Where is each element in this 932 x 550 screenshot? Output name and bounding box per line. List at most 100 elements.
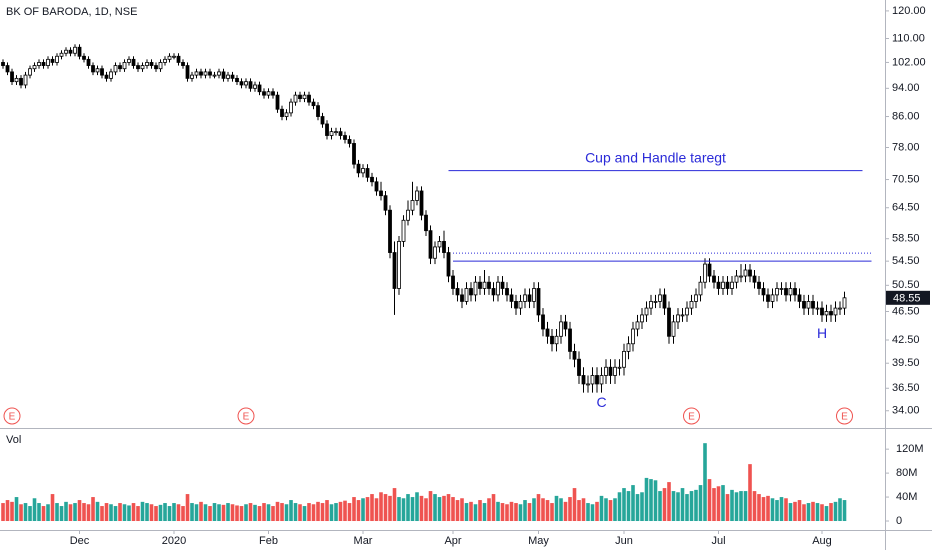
volume-bar [131, 503, 136, 522]
candle-body [293, 94, 298, 103]
volume-bar [257, 506, 262, 522]
candle-body [307, 94, 311, 103]
candle-body [685, 307, 689, 316]
candle-body [806, 301, 811, 309]
candle-body [230, 74, 235, 79]
candle-body [460, 294, 464, 302]
volume-bar [815, 503, 820, 522]
candle-body [212, 74, 217, 77]
candle-body [568, 328, 572, 352]
volume-bar [100, 506, 104, 522]
earnings-marker [683, 407, 701, 425]
volume-bar [10, 501, 14, 522]
candle-body [469, 288, 473, 296]
volume-bar [545, 500, 550, 522]
x-tick-label: Feb [259, 535, 278, 547]
volume-bar [505, 504, 509, 522]
volume-bar [640, 492, 644, 522]
candle-body [671, 321, 676, 337]
volume-bar [163, 503, 167, 522]
candle-body [275, 94, 280, 110]
candle-body [334, 131, 338, 134]
candle-body [122, 62, 127, 70]
candle-body [203, 71, 208, 76]
candle-body [455, 288, 460, 296]
volume-bar [167, 506, 172, 522]
volume-bar [743, 491, 748, 522]
volume-bar [698, 485, 703, 522]
candle-body [779, 288, 784, 290]
volume-bar [118, 503, 122, 522]
candle-body [527, 294, 532, 302]
candle-body [410, 200, 415, 211]
candle-body [10, 71, 14, 83]
candle-body [320, 116, 325, 125]
y-tick-label: 58.50 [892, 233, 920, 245]
candle-body [347, 139, 352, 144]
candle-body [572, 350, 577, 360]
candle-body [766, 294, 770, 302]
candle-body [298, 94, 302, 100]
x-tick-label: Aug [812, 535, 832, 547]
volume-bar [748, 464, 752, 522]
candle-body [208, 71, 212, 76]
candle-body [739, 275, 743, 278]
x-tick-label: Jul [711, 535, 725, 547]
candle-body [770, 294, 775, 302]
volume-bar [230, 504, 235, 522]
candle-body [716, 281, 721, 289]
volume-bar [667, 482, 671, 522]
earnings-label: E [841, 412, 848, 423]
volume-tick-label: 0 [896, 515, 902, 527]
candle-body [446, 252, 451, 277]
volume-bar [140, 501, 145, 522]
candle-body [374, 181, 379, 192]
volume-bar [523, 500, 527, 522]
y-tick-label: 42.50 [892, 334, 920, 346]
volume-bar [181, 506, 185, 522]
volume-bar [577, 500, 581, 522]
volume-tick-label: 80M [896, 467, 917, 479]
volume-bar [604, 498, 608, 522]
volume-bar [145, 503, 149, 522]
volume-bar [361, 498, 365, 522]
volume-bar [338, 501, 343, 522]
volume-bar [248, 503, 253, 522]
volume-bar [500, 503, 505, 522]
candle-body [518, 301, 523, 309]
candle-body [82, 55, 86, 60]
volume-bar [568, 497, 572, 522]
x-tick-label: Apr [444, 535, 461, 547]
volume-bar [149, 504, 154, 522]
volume-tick-label: 40M [896, 491, 917, 503]
candle-body [505, 288, 509, 296]
volume-bar [802, 504, 806, 522]
volume-bar [284, 504, 289, 522]
candle-body [842, 297, 847, 309]
volume-bar [658, 491, 662, 522]
candle-body [473, 281, 478, 296]
candle-body [608, 366, 613, 376]
candle-body [554, 335, 559, 345]
candle-body [149, 62, 154, 66]
candle-body [676, 314, 680, 323]
volume-bar [464, 503, 469, 522]
volume-bar [766, 495, 770, 522]
candle-body [599, 375, 604, 385]
y-tick-label: 110.00 [892, 32, 925, 44]
volume-bar [343, 500, 347, 522]
candle-body [541, 314, 545, 330]
candle-body [797, 294, 802, 302]
volume-bar [730, 489, 734, 522]
candle-body [451, 275, 455, 289]
volume-bar [608, 500, 613, 522]
volume-bar [109, 504, 113, 522]
volume-bar [703, 443, 707, 522]
candle-body [761, 288, 766, 296]
volume-bar [55, 503, 59, 522]
volume-bar [221, 504, 226, 522]
candle-body [680, 314, 685, 317]
y-tick-label: 46.50 [892, 305, 920, 317]
candle-body [140, 65, 145, 70]
